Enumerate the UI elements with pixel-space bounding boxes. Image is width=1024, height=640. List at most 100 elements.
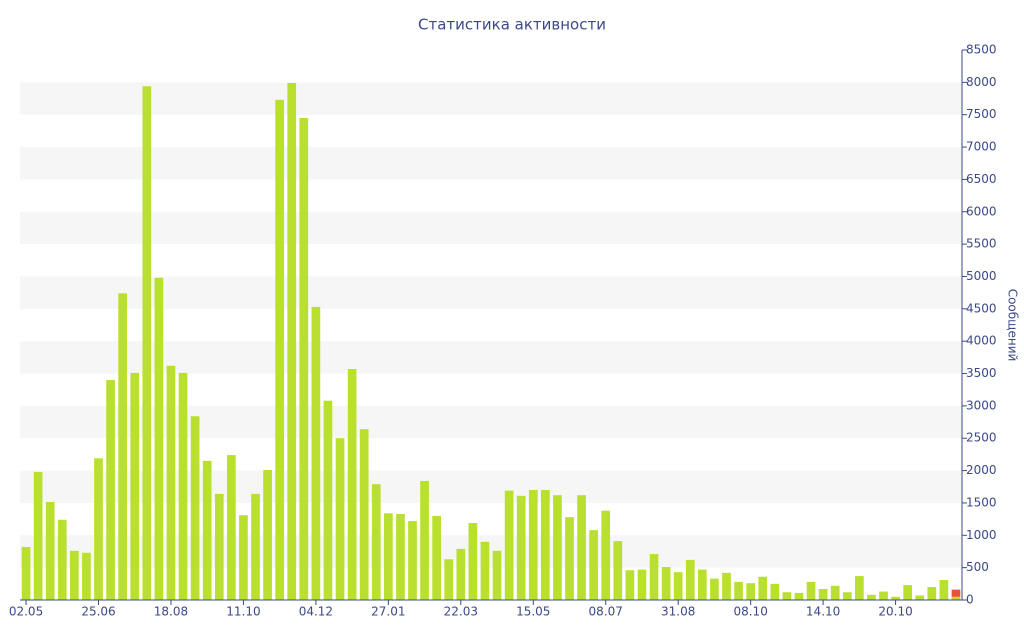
x-tick-label: 15.05	[516, 605, 550, 619]
bar	[782, 592, 792, 600]
bar	[420, 480, 429, 600]
bar	[842, 592, 852, 600]
x-tick-label: 20.10	[878, 605, 912, 619]
bar	[854, 576, 864, 600]
bar	[371, 484, 381, 600]
bar	[444, 559, 454, 600]
bar	[867, 594, 876, 600]
bar	[697, 569, 707, 600]
bar	[118, 293, 128, 600]
bar	[178, 372, 188, 600]
bar	[45, 501, 55, 600]
bar	[130, 372, 140, 600]
x-tick-label: 18.08	[154, 605, 188, 619]
bar	[553, 495, 562, 600]
x-tick-label: 22.03	[444, 605, 478, 619]
bar	[106, 380, 115, 600]
grid-band	[20, 470, 962, 503]
grid-band	[20, 211, 962, 245]
bar	[239, 515, 248, 600]
bar	[299, 117, 309, 601]
bar	[746, 583, 756, 600]
bar	[540, 490, 550, 600]
bar	[432, 515, 442, 600]
bar	[226, 455, 236, 600]
x-tick-label: 04.12	[299, 605, 333, 619]
grid-band	[20, 405, 962, 439]
bar	[492, 550, 502, 600]
x-tick-label: 25.06	[81, 605, 115, 619]
y-tick-label: 4000	[966, 334, 997, 348]
bar	[396, 513, 405, 600]
y-tick-label: 1500	[966, 495, 997, 509]
bar	[214, 493, 224, 600]
bar	[82, 552, 91, 600]
bar	[722, 572, 731, 600]
y-axis-title: Сообщений	[1006, 289, 1020, 362]
bar	[347, 369, 357, 600]
bar	[565, 517, 574, 600]
bar	[625, 570, 635, 600]
x-tick-label: 31.08	[661, 605, 695, 619]
bar	[468, 523, 478, 600]
bar	[830, 585, 840, 600]
bar	[806, 581, 816, 600]
bar	[504, 490, 514, 600]
bar	[311, 306, 321, 600]
bar	[287, 83, 297, 600]
bar	[951, 589, 961, 597]
bar	[69, 550, 79, 600]
y-tick-label: 8500	[966, 43, 997, 57]
bar	[927, 587, 937, 600]
bar	[879, 591, 888, 600]
grid-band	[20, 276, 962, 309]
bar	[710, 578, 719, 600]
x-tick-label: 11.10	[226, 605, 260, 619]
bar	[251, 493, 260, 600]
bar	[951, 596, 961, 600]
bar	[601, 510, 611, 600]
bar	[335, 438, 345, 600]
bar	[323, 400, 333, 600]
grid-band	[20, 147, 962, 180]
bar	[359, 429, 369, 600]
grid-band	[20, 82, 962, 115]
bar	[685, 559, 695, 600]
bar	[21, 546, 31, 600]
y-tick-label: 6500	[966, 172, 997, 186]
bar	[142, 86, 152, 600]
bar	[794, 592, 804, 600]
y-tick-label: 7000	[966, 140, 997, 154]
grid-band	[20, 535, 962, 568]
y-tick-label: 2500	[966, 431, 997, 445]
y-tick-label: 3000	[966, 398, 997, 412]
bar	[202, 460, 212, 600]
bar	[734, 581, 743, 600]
bar	[589, 530, 599, 600]
y-tick-label: 6000	[966, 204, 997, 218]
bar	[408, 521, 417, 600]
bar	[383, 513, 393, 600]
y-tick-label: 0	[966, 593, 974, 607]
bar	[154, 277, 164, 600]
y-tick-label: 5000	[966, 269, 997, 283]
y-tick-label: 500	[966, 560, 989, 574]
x-tick-label: 14.10	[806, 605, 840, 619]
y-tick-label: 7500	[966, 107, 997, 121]
bar	[915, 595, 925, 600]
bar	[263, 469, 272, 600]
bar	[516, 495, 526, 600]
bar	[939, 579, 949, 600]
bar	[637, 569, 647, 600]
bar	[649, 554, 659, 600]
bar	[456, 548, 466, 600]
bar	[891, 596, 900, 600]
y-tick-label: 8000	[966, 75, 997, 89]
chart-title: Статистика активности	[418, 16, 606, 34]
bar	[480, 541, 490, 600]
bar	[528, 490, 538, 600]
grid-band	[20, 341, 962, 374]
bar	[94, 458, 103, 600]
